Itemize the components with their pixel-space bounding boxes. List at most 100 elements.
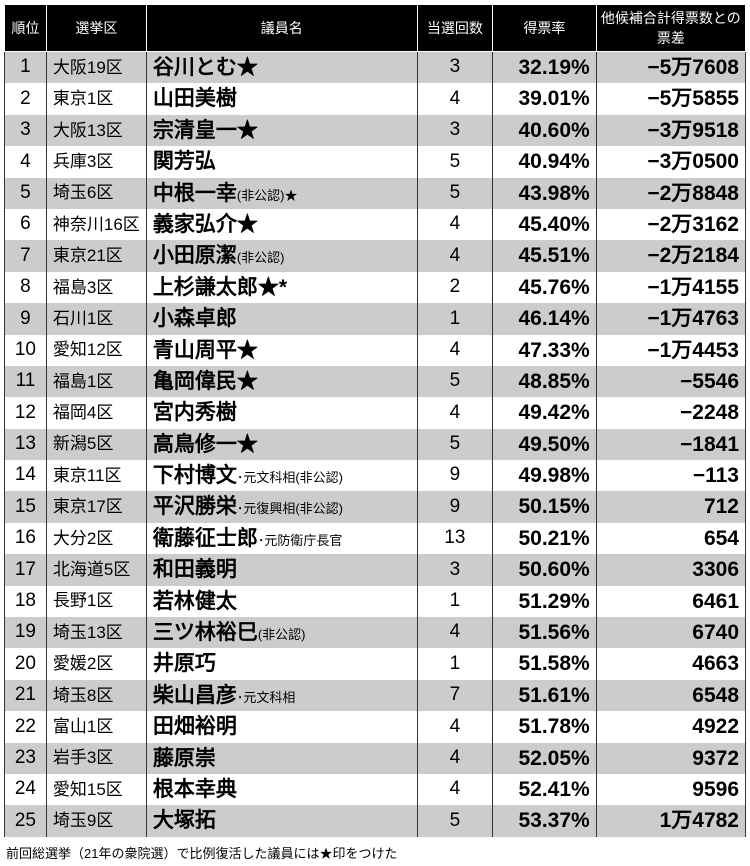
cell-wins: 4: [417, 617, 492, 648]
cell-rank: 11: [5, 366, 47, 397]
cell-name: 若林健太: [146, 586, 417, 617]
cell-pct: 52.05%: [493, 743, 597, 774]
cell-rank: 15: [5, 491, 47, 522]
table-row: 11福島1区亀岡偉民★548.85%−5546: [5, 366, 746, 397]
cell-diff: 9596: [596, 774, 745, 805]
cell-rank: 12: [5, 397, 47, 428]
cell-name: 下村博文･元文科相(非公認): [146, 460, 417, 491]
table-row: 21埼玉8区柴山昌彦･元文科相751.61%6548: [5, 680, 746, 711]
table-row: 20愛媛2区井原巧151.58%4663: [5, 648, 746, 679]
cell-district: 富山1区: [46, 711, 146, 742]
cell-diff: −5万5855: [596, 83, 745, 114]
cell-diff: 6740: [596, 617, 745, 648]
cell-diff: 1万4782: [596, 805, 745, 836]
table-row: 23岩手3区藤原崇452.05%9372: [5, 743, 746, 774]
table-row: 15東京17区平沢勝栄･元復興相(非公認)950.15%712: [5, 491, 746, 522]
cell-rank: 21: [5, 680, 47, 711]
cell-pct: 43.98%: [493, 178, 597, 209]
header-wins: 当選回数: [417, 5, 492, 52]
table-row: 24愛知15区根本幸典452.41%9596: [5, 774, 746, 805]
cell-pct: 53.37%: [493, 805, 597, 836]
cell-district: 埼玉6区: [46, 178, 146, 209]
cell-district: 東京21区: [46, 240, 146, 271]
cell-rank: 1: [5, 52, 47, 84]
cell-name: 高鳥修一★: [146, 429, 417, 460]
header-rank: 順位: [5, 5, 47, 52]
cell-wins: 4: [417, 774, 492, 805]
cell-rank: 20: [5, 648, 47, 679]
cell-name: 井原巧: [146, 648, 417, 679]
cell-diff: −2万2184: [596, 240, 745, 271]
cell-wins: 4: [417, 743, 492, 774]
cell-wins: 4: [417, 335, 492, 366]
cell-name: 青山周平★: [146, 335, 417, 366]
cell-name: 藤原崇: [146, 743, 417, 774]
cell-diff: 4663: [596, 648, 745, 679]
cell-wins: 4: [417, 83, 492, 114]
table-row: 10愛知12区青山周平★447.33%−1万4453: [5, 335, 746, 366]
cell-pct: 45.51%: [493, 240, 597, 271]
cell-district: 埼玉9区: [46, 805, 146, 836]
cell-name: 小森卓郎: [146, 303, 417, 334]
cell-name: 和田義明: [146, 554, 417, 585]
cell-rank: 3: [5, 115, 47, 146]
cell-name: 大塚拓: [146, 805, 417, 836]
header-diff: 他候補合計得票数との票差: [596, 5, 745, 52]
cell-wins: 9: [417, 460, 492, 491]
cell-rank: 22: [5, 711, 47, 742]
header-pct: 得票率: [493, 5, 597, 52]
table-row: 3大阪13区宗清皇一★340.60%−3万9518: [5, 115, 746, 146]
cell-name: 亀岡偉民★: [146, 366, 417, 397]
cell-pct: 49.98%: [493, 460, 597, 491]
cell-name: 谷川とむ★: [146, 52, 417, 84]
table-row: 4兵庫3区関芳弘540.94%−3万0500: [5, 146, 746, 177]
cell-name-note: (非公認)★: [237, 188, 298, 203]
cell-district: 福岡4区: [46, 397, 146, 428]
table-row: 2東京1区山田美樹439.01%−5万5855: [5, 83, 746, 114]
cell-diff: 6548: [596, 680, 745, 711]
cell-diff: 4922: [596, 711, 745, 742]
cell-name-note: (非公認): [258, 627, 306, 642]
cell-pct: 51.78%: [493, 711, 597, 742]
cell-wins: 5: [417, 366, 492, 397]
cell-name: 平沢勝栄･元復興相(非公認): [146, 491, 417, 522]
cell-wins: 3: [417, 554, 492, 585]
cell-diff: −1841: [596, 429, 745, 460]
cell-name: 三ツ林裕巳(非公認): [146, 617, 417, 648]
cell-diff: −2万8848: [596, 178, 745, 209]
cell-name-note: ･元文科相: [237, 690, 296, 705]
table-row: 12福岡4区宮内秀樹449.42%−2248: [5, 397, 746, 428]
cell-name: 義家弘介★: [146, 209, 417, 240]
cell-rank: 4: [5, 146, 47, 177]
cell-pct: 51.58%: [493, 648, 597, 679]
cell-wins: 4: [417, 240, 492, 271]
cell-district: 石川1区: [46, 303, 146, 334]
cell-wins: 9: [417, 491, 492, 522]
cell-rank: 14: [5, 460, 47, 491]
cell-wins: 4: [417, 209, 492, 240]
table-row: 22富山1区田畑裕明451.78%4922: [5, 711, 746, 742]
cell-diff: 712: [596, 491, 745, 522]
ranking-table: 順位 選挙区 議員名 当選回数 得票率 他候補合計得票数との票差 1大阪19区谷…: [4, 4, 746, 837]
table-row: 6神奈川16区義家弘介★445.40%−2万3162: [5, 209, 746, 240]
table-row: 1大阪19区谷川とむ★332.19%−5万7608: [5, 52, 746, 84]
cell-rank: 5: [5, 178, 47, 209]
cell-district: 東京1区: [46, 83, 146, 114]
cell-rank: 16: [5, 523, 47, 554]
cell-name-note: ･元復興相(非公認): [237, 501, 343, 516]
cell-wins: 4: [417, 397, 492, 428]
cell-pct: 39.01%: [493, 83, 597, 114]
cell-wins: 1: [417, 648, 492, 679]
cell-wins: 5: [417, 178, 492, 209]
cell-wins: 5: [417, 429, 492, 460]
cell-district: 福島1区: [46, 366, 146, 397]
cell-name: 山田美樹: [146, 83, 417, 114]
cell-wins: 1: [417, 303, 492, 334]
cell-pct: 51.56%: [493, 617, 597, 648]
table-row: 7東京21区小田原潔(非公認)445.51%−2万2184: [5, 240, 746, 271]
cell-wins: 13: [417, 523, 492, 554]
table-row: 16大分2区衛藤征士郎･元防衛庁長官1350.21%654: [5, 523, 746, 554]
cell-pct: 45.40%: [493, 209, 597, 240]
cell-district: 神奈川16区: [46, 209, 146, 240]
table-row: 25埼玉9区大塚拓553.37%1万4782: [5, 805, 746, 836]
